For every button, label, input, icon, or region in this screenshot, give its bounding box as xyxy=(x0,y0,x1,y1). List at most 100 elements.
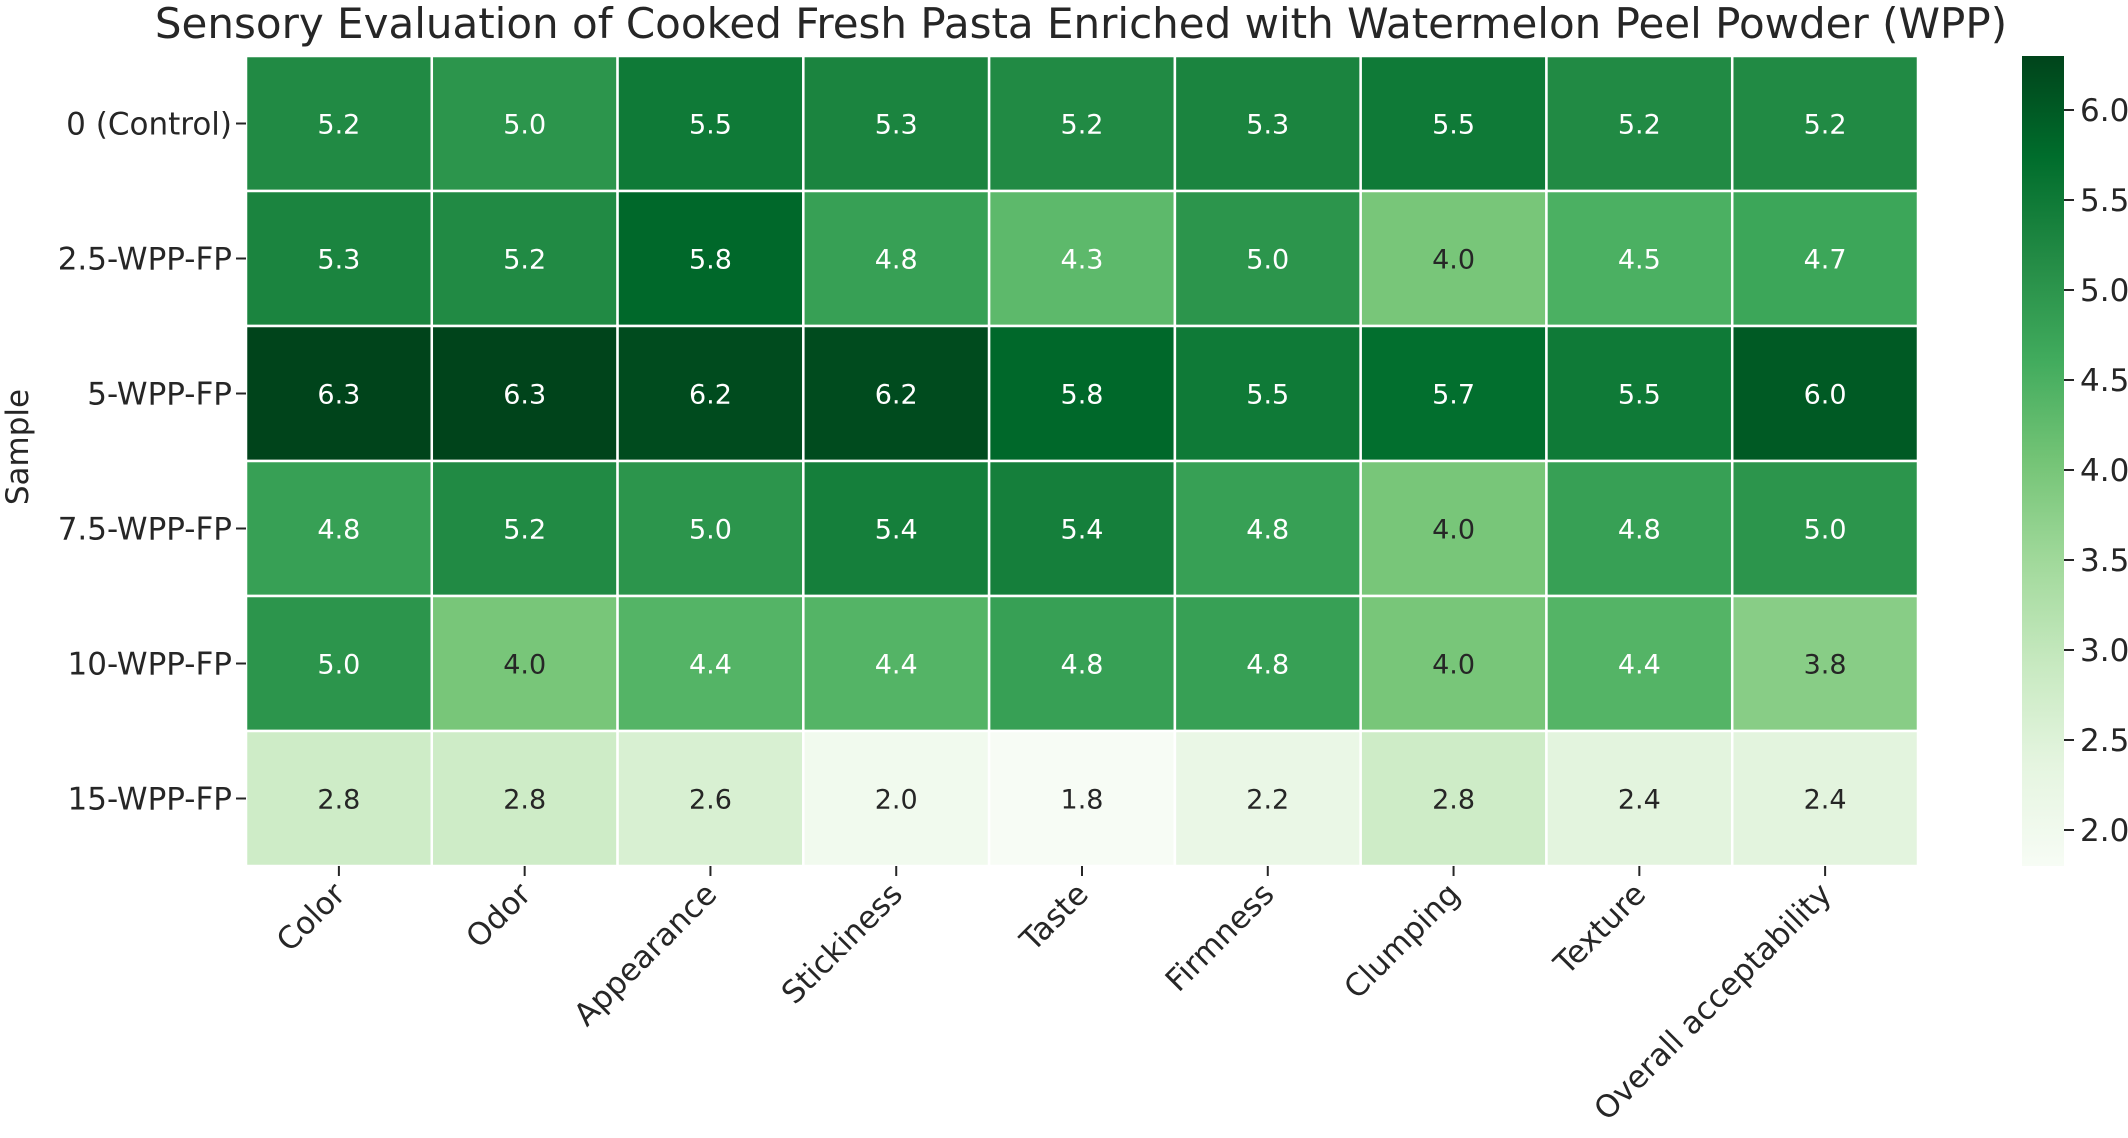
x-tick-label: Color xyxy=(270,876,353,959)
cell-value-label: 4.8 xyxy=(875,245,918,276)
cell-value-label: 5.2 xyxy=(317,110,360,141)
cell-value-label: 5.8 xyxy=(689,245,732,276)
cell-value-label: 4.4 xyxy=(875,650,918,681)
chart-title: Sensory Evaluation of Cooked Fresh Pasta… xyxy=(155,0,2007,48)
heatmap-cell xyxy=(244,54,434,193)
cell-value-label: 5.8 xyxy=(1061,380,1104,411)
cell-value-label: 4.0 xyxy=(1432,245,1475,276)
cell-value-label: 4.8 xyxy=(1246,515,1289,546)
cell-value-label: 6.0 xyxy=(1804,380,1847,411)
heatmap-cell xyxy=(430,54,619,193)
heatmap-cell xyxy=(244,459,434,598)
cell-value-label: 6.3 xyxy=(317,380,360,411)
heatmap-cell xyxy=(430,324,619,463)
cell-value-label: 2.8 xyxy=(503,785,546,816)
cell-value-label: 1.8 xyxy=(1061,785,1104,816)
cell-value-label: 5.2 xyxy=(503,245,546,276)
heatmap-cell xyxy=(244,324,434,463)
x-tick-label: Stickiness xyxy=(775,876,910,1011)
heatmap-cell xyxy=(616,594,805,733)
cell-value-label: 5.3 xyxy=(317,245,360,276)
heatmap-cell xyxy=(1359,324,1548,463)
heatmap-cell xyxy=(616,324,805,463)
cell-value-label: 5.3 xyxy=(1246,110,1289,141)
cell-value-label: 5.0 xyxy=(317,650,360,681)
cell-value-label: 5.5 xyxy=(689,110,732,141)
heatmap-cell xyxy=(430,459,619,598)
heatmap-cell xyxy=(616,189,805,328)
cell-value-label: 6.2 xyxy=(875,380,918,411)
cell-value-label: 4.8 xyxy=(1061,650,1104,681)
cell-value-label: 4.0 xyxy=(1432,515,1475,546)
y-axis-ticks: 0 (Control) 2.5-WPP-FP 5-WPP-FP 7.5-WPP-FP 1… xyxy=(58,107,246,818)
heatmap-cell xyxy=(1545,54,1734,193)
heatmap-cell xyxy=(1173,594,1362,733)
x-tick-label: Odor xyxy=(459,876,538,955)
x-tick-label: Appearance xyxy=(567,876,724,1033)
colorbar-tick-label: 3.5 xyxy=(2080,543,2128,579)
y-tick-label: 5-WPP-FP xyxy=(87,377,232,413)
cell-value-label: 5.2 xyxy=(1061,110,1104,141)
heatmap-cell xyxy=(987,324,1177,463)
cell-value-label: 4.0 xyxy=(503,650,546,681)
heatmap-cell xyxy=(802,324,991,463)
heatmap-cell xyxy=(1173,54,1362,193)
heatmap-cell xyxy=(987,189,1177,328)
x-tick-label: Texture xyxy=(1547,876,1653,982)
y-tick-label: 10-WPP-FP xyxy=(68,647,232,683)
colorbar xyxy=(2022,56,2064,866)
heatmap-cell xyxy=(1730,459,1920,598)
y-tick-label: 2.5-WPP-FP xyxy=(58,242,232,278)
cell-value-label: 4.0 xyxy=(1432,650,1475,681)
x-tick-label: Clumping xyxy=(1337,876,1467,1006)
y-tick-label: 0 (Control) xyxy=(66,107,232,143)
colorbar-tick-label: 5.5 xyxy=(2080,183,2128,219)
cell-value-label: 2.4 xyxy=(1804,785,1847,816)
cell-value-label: 2.8 xyxy=(1432,785,1475,816)
colorbar-ticks: 2.0 2.5 3.0 3.5 4.0 4.5 5.0 5.5 6.0 xyxy=(2064,93,2128,849)
y-axis-label: Sample xyxy=(0,389,36,505)
cell-value-label: 5.0 xyxy=(1804,515,1847,546)
y-tick-label: 7.5-WPP-FP xyxy=(58,512,232,548)
cell-value-label: 4.8 xyxy=(317,515,360,546)
cell-value-label: 5.2 xyxy=(503,515,546,546)
cell-value-label: 5.4 xyxy=(875,515,918,546)
colorbar-tick-label: 4.0 xyxy=(2080,453,2128,489)
cell-value-label: 5.2 xyxy=(1618,110,1661,141)
heatmap-cell xyxy=(244,189,434,328)
cell-value-label: 5.7 xyxy=(1432,380,1475,411)
cell-value-label: 5.5 xyxy=(1246,380,1289,411)
cell-value-label: 5.3 xyxy=(875,110,918,141)
cell-value-label: 5.5 xyxy=(1432,110,1475,141)
heatmap-cell xyxy=(1359,594,1548,733)
colorbar-tick-label: 2.5 xyxy=(2080,723,2128,759)
heatmap-cell xyxy=(987,729,1177,868)
heatmap-cell xyxy=(802,729,991,868)
heatmap-cell xyxy=(1730,594,1920,733)
colorbar-tick-label: 4.5 xyxy=(2080,363,2128,399)
heatmap-cells xyxy=(244,54,1920,868)
cell-value-label: 5.2 xyxy=(1804,110,1847,141)
heatmap-cell-labels: 5.2 5.0 5.5 5.3 5.2 5.3 5.5 5.2 5.2 5.3 5.2 5.8 4.8 4… xyxy=(317,110,1846,816)
heatmap-cell xyxy=(1730,189,1920,328)
heatmap-cell xyxy=(1173,729,1362,868)
y-tick-label: 15-WPP-FP xyxy=(68,782,232,818)
cell-value-label: 4.4 xyxy=(1618,650,1661,681)
cell-value-label: 5.0 xyxy=(503,110,546,141)
heatmap-cell xyxy=(1545,729,1734,868)
heatmap-cell xyxy=(616,54,805,193)
cell-value-label: 5.5 xyxy=(1618,380,1661,411)
cell-value-label: 2.8 xyxy=(317,785,360,816)
cell-value-label: 4.8 xyxy=(1246,650,1289,681)
cell-value-label: 3.8 xyxy=(1804,650,1847,681)
heatmap-cell xyxy=(244,594,434,733)
cell-value-label: 4.5 xyxy=(1618,245,1661,276)
cell-value-label: 6.2 xyxy=(689,380,732,411)
cell-value-label: 4.7 xyxy=(1804,245,1847,276)
cell-value-label: 5.0 xyxy=(689,515,732,546)
x-tick-label: Taste xyxy=(1013,876,1096,959)
x-tick-label: Firmness xyxy=(1159,876,1282,999)
cell-value-label: 5.4 xyxy=(1061,515,1104,546)
heatmap-cell xyxy=(244,729,434,868)
